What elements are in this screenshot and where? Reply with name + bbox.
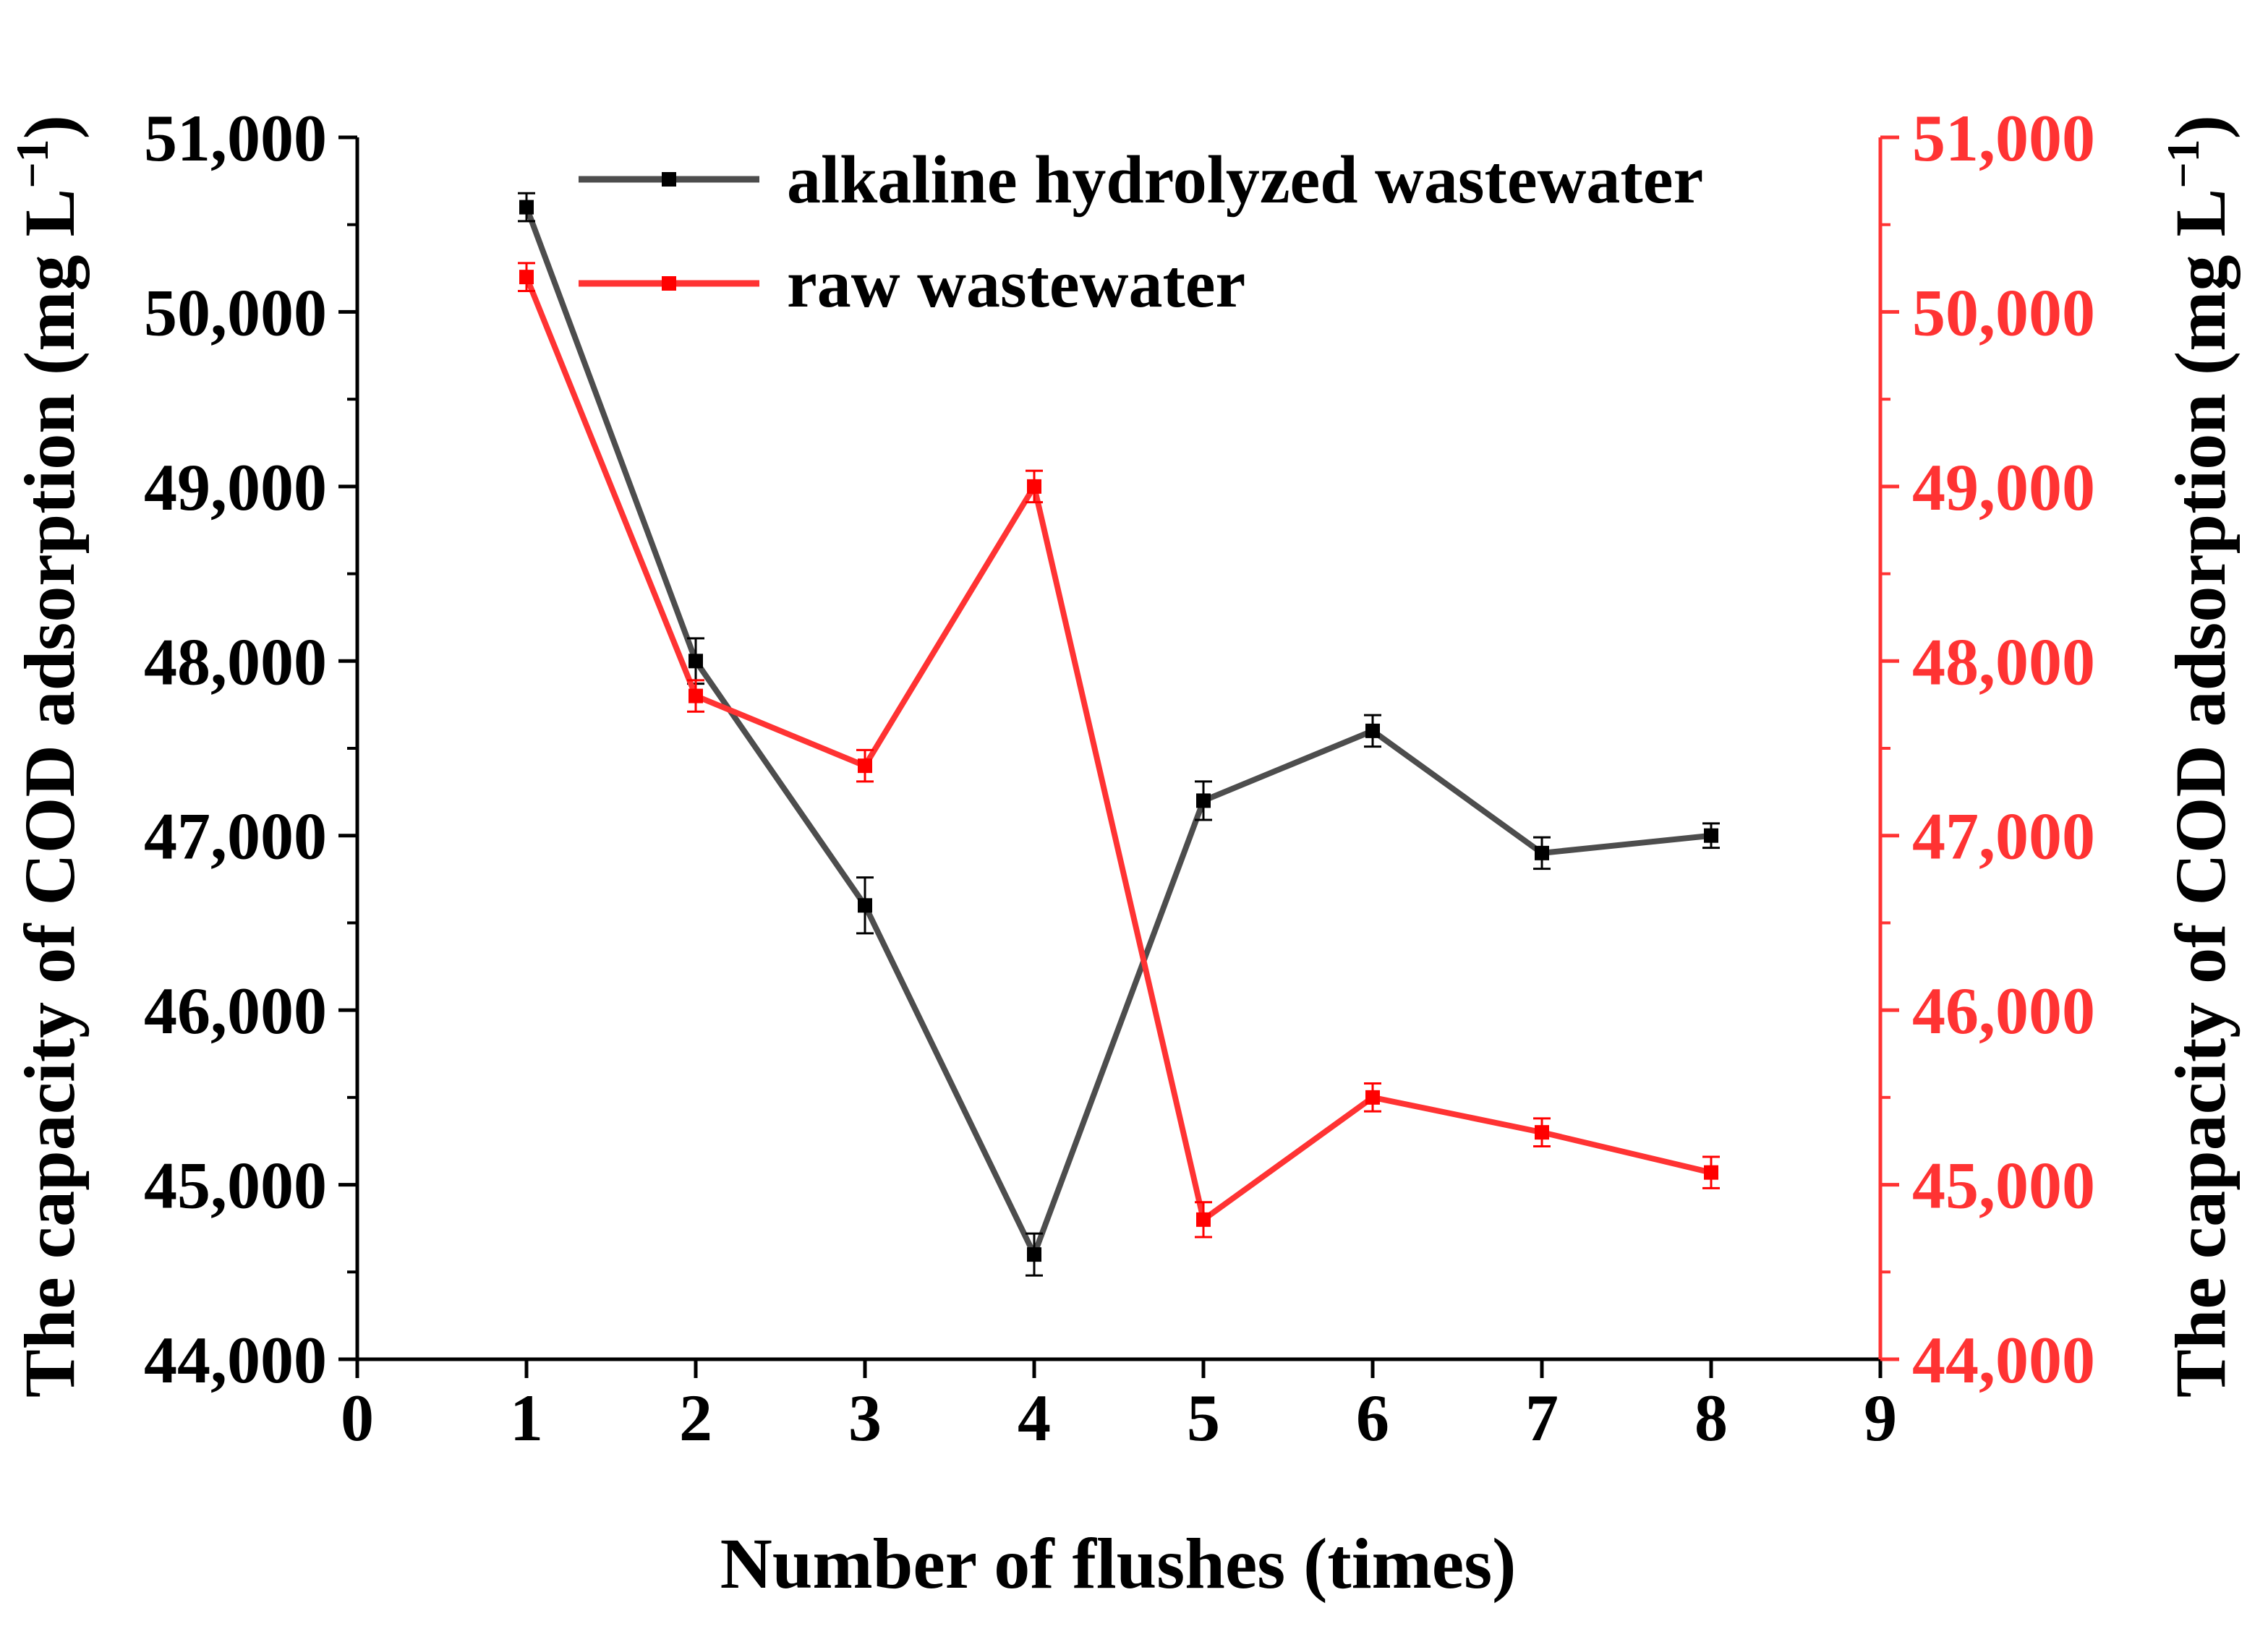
legend-label-alkaline: alkaline hydrolyzed wastewater	[787, 142, 1703, 218]
y-tick-label-right: 49,000	[1912, 450, 2095, 524]
y-tick-label-left: 45,000	[144, 1149, 327, 1223]
x-tick-label: 9	[1864, 1381, 1897, 1455]
y-tick-label-right: 46,000	[1912, 974, 2095, 1048]
data-point-raw	[1704, 1165, 1718, 1180]
y-tick-label-left: 51,000	[144, 101, 327, 175]
data-point-alkaline	[688, 654, 703, 669]
x-tick-label: 3	[848, 1381, 882, 1455]
y-tick-label-right: 48,000	[1912, 625, 2095, 698]
y-tick-label-right: 51,000	[1912, 101, 2095, 175]
legend-label-raw: raw wastewater	[787, 247, 1245, 322]
x-tick-label: 4	[1018, 1381, 1051, 1455]
x-tick-label: 1	[510, 1381, 543, 1455]
data-point-alkaline	[1027, 1247, 1041, 1262]
data-point-raw	[688, 688, 703, 703]
x-tick-label: 6	[1356, 1381, 1389, 1455]
legend-marker-raw	[662, 276, 676, 291]
data-point-raw	[1027, 479, 1041, 494]
data-point-alkaline	[1535, 845, 1549, 860]
data-point-raw	[519, 270, 534, 285]
y-tick-label-left: 48,000	[144, 625, 327, 698]
x-tick-label: 7	[1525, 1381, 1559, 1455]
legend-entry-raw: raw wastewater	[579, 247, 1245, 322]
y-tick-label-left: 47,000	[144, 800, 327, 873]
y-axis-title-left-text: The capacity of COD adsorption (mg L	[9, 189, 90, 1398]
y-axis-title-right: The capacity of COD adsorption (mg L−1)	[2157, 115, 2241, 1398]
data-point-raw	[858, 758, 872, 774]
y-tick-label-right: 45,000	[1912, 1149, 2095, 1223]
data-point-alkaline	[1365, 723, 1380, 738]
y-axis-title-left: The capacity of COD adsorption (mg L−1)	[7, 115, 90, 1398]
y-tick-label-right: 50,000	[1912, 275, 2095, 349]
y-tick-label-left: 44,000	[144, 1323, 327, 1397]
x-tick-label: 5	[1187, 1381, 1220, 1455]
data-point-alkaline	[519, 200, 534, 215]
y-axis-title-right-close: )	[2160, 115, 2241, 139]
data-point-alkaline	[1704, 828, 1718, 843]
x-axis-title: Number of flushes (times)	[720, 1523, 1517, 1604]
data-point-raw	[1365, 1090, 1380, 1105]
legend-marker-alkaline	[662, 172, 676, 187]
y-tick-label-left: 50,000	[144, 275, 327, 349]
plot-area: 0 1 2 3 4 5 6 7 8 944,00045,00046,00047,00048,000…	[144, 101, 2095, 1455]
data-point-raw	[1196, 1212, 1211, 1227]
legend: alkaline hydrolyzed wastewater raw waste…	[579, 142, 1703, 322]
x-tick-label: 0	[341, 1381, 374, 1455]
y-tick-label-right: 44,000	[1912, 1323, 2095, 1397]
y-axis-title-left-close: )	[9, 115, 90, 139]
y-axis-title-left-sup: −1	[7, 139, 58, 188]
x-tick-label: 8	[1694, 1381, 1728, 1455]
legend-entry-alkaline: alkaline hydrolyzed wastewater	[579, 142, 1703, 218]
data-point-alkaline	[858, 898, 872, 913]
y-tick-label-right: 47,000	[1912, 800, 2095, 873]
series-line-raw	[524, 275, 1712, 1223]
series-line-alkaline	[524, 206, 1712, 1258]
x-tick-label: 2	[679, 1381, 712, 1455]
y-tick-label-left: 49,000	[144, 450, 327, 524]
y-axis-title-right-sup: −1	[2157, 139, 2209, 188]
y-tick-label-left: 46,000	[144, 974, 327, 1048]
y-axis-title-right-text: The capacity of COD adsorption (mg L	[2160, 189, 2241, 1398]
data-point-alkaline	[1196, 793, 1211, 808]
data-point-raw	[1535, 1125, 1549, 1140]
